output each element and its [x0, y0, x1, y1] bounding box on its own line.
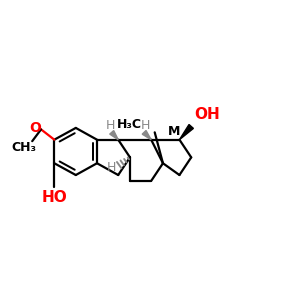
Text: H₃C: H₃C [117, 118, 142, 131]
Text: H: H [106, 161, 116, 174]
Text: H: H [106, 119, 115, 132]
Text: M: M [168, 125, 180, 138]
Text: O: O [29, 121, 41, 135]
Polygon shape [179, 124, 194, 140]
Text: OH: OH [194, 107, 220, 122]
Text: CH₃: CH₃ [11, 141, 37, 154]
Polygon shape [142, 130, 151, 140]
Polygon shape [110, 130, 118, 140]
Text: H: H [141, 119, 150, 132]
Text: HO: HO [41, 190, 67, 205]
